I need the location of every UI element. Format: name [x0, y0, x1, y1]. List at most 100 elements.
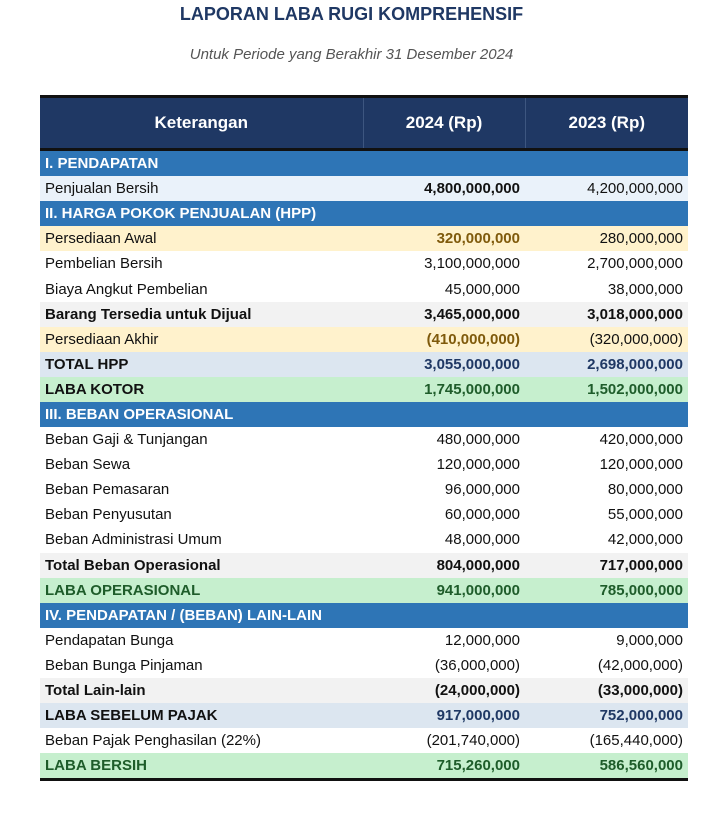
- table-row: Penjualan Bersih 4,800,000,000 4,200,000,0…: [40, 176, 688, 202]
- row-label: TOTAL HPP: [40, 351, 363, 377]
- table-row: Total Beban Operasional 804,000,000 717,00…: [40, 552, 688, 578]
- value-2024: 12,000,000: [444, 631, 520, 649]
- value-2023: (42,000,000): [597, 656, 683, 674]
- value-2023: 2,698,000,000: [525, 351, 688, 377]
- value-2024: 917,000,000: [363, 703, 525, 729]
- section-header-row: IV. PENDAPATAN / (BEBAN) LAIN-LAIN: [40, 602, 688, 628]
- table-row: Beban Administrasi Umum 48,000,000 42,000,…: [40, 527, 688, 552]
- table-row: Biaya Angkut Pembelian 45,000,000 38,000,0…: [40, 276, 688, 301]
- value-2024: 96,000,000: [444, 481, 520, 499]
- value-2024: 120,000,000: [436, 456, 520, 474]
- value-2023: 586,560,000: [525, 753, 688, 782]
- value-2023: 420,000,000: [599, 431, 683, 449]
- report-title: LAPORAN LABA RUGI KOMPREHENSIF: [179, 4, 524, 24]
- row-label: III. BEBAN OPERASIONAL: [40, 401, 363, 428]
- row-label: Beban Pemasaran: [45, 481, 170, 499]
- value-2023: [525, 602, 688, 628]
- value-2023: 785,000,000: [525, 577, 688, 603]
- value-2024: 3,055,000,000: [363, 351, 525, 377]
- table-row: Beban Penyusutan 60,000,000 55,000,000: [40, 502, 688, 527]
- row-label: Biaya Angkut Pembelian: [45, 280, 208, 298]
- income-statement-table: Keterangan 2024 (Rp) 2023 (Rp) I. PENDAP…: [40, 95, 688, 782]
- value-2023: 1,502,000,000: [525, 376, 688, 402]
- table-row: Persediaan Awal 320,000,000 280,000,000: [40, 226, 688, 252]
- value-2024: 4,800,000,000: [363, 176, 525, 202]
- table-row: Beban Bunga Pinjaman (36,000,000) (42,000,…: [40, 653, 688, 678]
- value-2023: 9,000,000: [616, 631, 683, 649]
- row-label: Beban Penyusutan: [45, 506, 172, 524]
- value-2024: 3,465,000,000: [363, 301, 525, 327]
- table-row: LABA SEBELUM PAJAK 917,000,000 752,000,000: [40, 703, 688, 729]
- row-label: Persediaan Akhir: [40, 326, 363, 352]
- header-2023: 2023 (Rp): [524, 95, 688, 151]
- value-2024: 45,000,000: [444, 280, 520, 298]
- value-2024: (36,000,000): [434, 656, 520, 674]
- table-row: Barang Tersedia untuk Dijual 3,465,000,00…: [40, 301, 688, 327]
- row-label: II. HARGA POKOK PENJUALAN (HPP): [40, 201, 363, 227]
- value-2023: 42,000,000: [607, 531, 683, 549]
- value-2024: 804,000,000: [363, 552, 525, 578]
- section-header-row: II. HARGA POKOK PENJUALAN (HPP): [40, 201, 688, 227]
- row-label: Barang Tersedia untuk Dijual: [40, 301, 363, 327]
- row-label: LABA KOTOR: [40, 376, 363, 402]
- header-keterangan: Keterangan: [40, 95, 363, 151]
- table-row: Pendapatan Bunga 12,000,000 9,000,000: [40, 628, 688, 653]
- value-2024: 60,000,000: [444, 506, 520, 524]
- value-2024: (201,740,000): [426, 732, 520, 750]
- table-row: Pembelian Bersih 3,100,000,000 2,700,000,0…: [40, 251, 688, 276]
- value-2023: 3,018,000,000: [525, 301, 688, 327]
- value-2023: 38,000,000: [607, 280, 683, 298]
- value-2024: 1,745,000,000: [363, 376, 525, 402]
- value-2023: [525, 401, 688, 428]
- value-2024: 715,260,000: [363, 753, 525, 782]
- report-subtitle: Untuk Periode yang Berakhir 31 Desember …: [189, 46, 514, 63]
- row-label: Beban Sewa: [45, 456, 131, 474]
- section-header-row: I. PENDAPATAN: [40, 149, 688, 177]
- value-2023: [525, 149, 688, 177]
- row-label: Beban Administrasi Umum: [45, 531, 222, 549]
- table-row: LABA OPERASIONAL 941,000,000 785,000,000: [40, 577, 688, 603]
- value-2024: [363, 602, 525, 628]
- row-label: Pendapatan Bunga: [45, 631, 174, 649]
- row-label: Penjualan Bersih: [40, 176, 363, 202]
- value-2024: [363, 149, 525, 177]
- value-2023: (320,000,000): [525, 326, 688, 352]
- value-2023: 280,000,000: [525, 226, 688, 252]
- row-label: IV. PENDAPATAN / (BEBAN) LAIN-LAIN: [40, 602, 363, 628]
- value-2023: 2,700,000,000: [587, 255, 683, 273]
- value-2024: (410,000,000): [363, 326, 525, 352]
- row-label: I. PENDAPATAN: [40, 149, 363, 177]
- value-2024: 3,100,000,000: [424, 255, 520, 273]
- table-row: Total Lain-lain (24,000,000) (33,000,000): [40, 677, 688, 704]
- table-header-row: Keterangan 2024 (Rp) 2023 (Rp): [40, 95, 688, 151]
- value-2024: 48,000,000: [444, 531, 520, 549]
- value-2023: (165,440,000): [589, 732, 683, 750]
- value-2024: 480,000,000: [436, 431, 520, 449]
- row-label: LABA OPERASIONAL: [40, 577, 363, 603]
- value-2023: 120,000,000: [599, 456, 683, 474]
- row-label: Beban Pajak Penghasilan (22%): [45, 732, 261, 750]
- row-label: Persediaan Awal: [40, 226, 363, 252]
- table-row: Beban Pemasaran 96,000,000 80,000,000: [40, 477, 688, 502]
- table-row: Beban Sewa 120,000,000 120,000,000: [40, 452, 688, 477]
- row-label: LABA BERSIH: [40, 753, 363, 782]
- table-row: TOTAL HPP 3,055,000,000 2,698,000,000: [40, 351, 688, 377]
- row-label: LABA SEBELUM PAJAK: [40, 703, 363, 729]
- header-2024: 2024 (Rp): [362, 95, 525, 151]
- value-2023: (33,000,000): [525, 677, 688, 704]
- row-label: Beban Gaji & Tunjangan: [45, 431, 208, 449]
- table-row: LABA KOTOR 1,745,000,000 1,502,000,000: [40, 376, 688, 402]
- table-row: Beban Gaji & Tunjangan 480,000,000 420,000…: [40, 427, 688, 452]
- value-2023: 55,000,000: [607, 506, 683, 524]
- value-2023: 80,000,000: [607, 481, 683, 499]
- row-label: Total Beban Operasional: [40, 552, 363, 578]
- section-header-row: III. BEBAN OPERASIONAL: [40, 401, 688, 428]
- row-label: Pembelian Bersih: [45, 255, 163, 273]
- row-label: Total Lain-lain: [40, 677, 363, 704]
- table-row: LABA BERSIH 715,260,000 586,560,000: [40, 753, 688, 782]
- value-2024: 941,000,000: [363, 577, 525, 603]
- row-label: Beban Bunga Pinjaman: [45, 656, 203, 674]
- value-2023: 717,000,000: [525, 552, 688, 578]
- value-2024: [363, 401, 525, 428]
- table-row: Persediaan Akhir (410,000,000) (320,000,00…: [40, 326, 688, 352]
